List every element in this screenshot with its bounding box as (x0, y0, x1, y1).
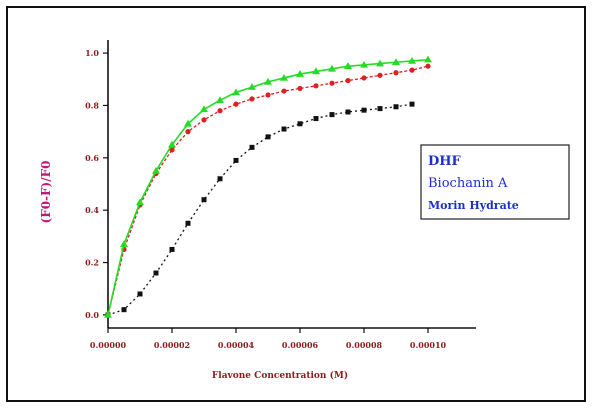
point-biochanin-a (233, 101, 239, 107)
point-biochanin-a (185, 129, 191, 135)
point-biochanin-a (329, 80, 335, 86)
point-dhf (185, 220, 191, 226)
point-morin-hydrate (136, 198, 144, 206)
point-dhf (313, 116, 319, 122)
point-dhf (345, 109, 351, 115)
point-morin-hydrate (344, 62, 352, 69)
x-tick-label: 0.00006 (282, 340, 319, 350)
series-line-morin-hydrate (107, 58, 429, 316)
point-morin-hydrate (232, 88, 240, 96)
point-biochanin-a (169, 147, 175, 153)
point-dhf (201, 197, 207, 203)
x-tick-label: 0.00010 (410, 340, 447, 350)
series-layer (104, 55, 432, 318)
y-tick-label: 1.0 (85, 48, 99, 58)
point-morin-hydrate (248, 83, 256, 90)
point-dhf (409, 101, 415, 107)
y-tick-label: 0.4 (85, 205, 99, 215)
point-morin-hydrate (104, 310, 112, 318)
y-axis-title: (F0-F)/F0 (39, 161, 53, 224)
point-biochanin-a (201, 117, 207, 123)
point-dhf (329, 112, 335, 118)
point-biochanin-a (377, 72, 383, 78)
point-morin-hydrate (360, 60, 368, 68)
x-tick-label: 0.00002 (154, 340, 190, 350)
point-morin-hydrate (392, 58, 400, 66)
point-dhf (137, 291, 143, 297)
y-tick-label: 0.8 (85, 100, 99, 110)
x-tick-label: 0.00004 (218, 340, 255, 350)
point-morin-hydrate (424, 55, 432, 63)
point-dhf (297, 121, 303, 127)
series-morin-hydrate (104, 55, 432, 318)
point-morin-hydrate (376, 59, 384, 67)
point-dhf (121, 307, 127, 313)
point-dhf (217, 176, 223, 182)
point-biochanin-a (281, 88, 287, 94)
x-tick-label: 0.00008 (346, 340, 383, 350)
point-morin-hydrate (296, 70, 304, 77)
x-axis-title: Flavone Concentration (M) (212, 370, 348, 381)
point-biochanin-a (345, 77, 351, 84)
point-biochanin-a (425, 63, 431, 69)
point-biochanin-a (297, 85, 303, 92)
point-morin-hydrate (200, 105, 208, 113)
point-dhf (281, 126, 287, 132)
point-biochanin-a (393, 70, 399, 76)
point-dhf (153, 270, 159, 276)
point-morin-hydrate (184, 119, 192, 127)
point-morin-hydrate (120, 240, 128, 248)
point-dhf (233, 157, 239, 163)
point-dhf (361, 107, 367, 113)
y-tick-label: 0.2 (85, 258, 99, 268)
point-morin-hydrate (152, 166, 160, 174)
point-dhf (377, 106, 383, 112)
y-tick-label: 0.6 (85, 153, 99, 163)
axes: 0.0 0.2 0.4 0.6 0.8 1.0 0.00000 0.00002 0.00004 0… (85, 40, 476, 350)
point-dhf (249, 144, 255, 150)
series-line-biochanin-a (107, 65, 429, 316)
point-morin-hydrate (312, 67, 320, 75)
legend-label-dhf: DHF (428, 154, 462, 169)
x-tick-label: 0.00000 (90, 340, 127, 350)
point-dhf (393, 104, 399, 110)
point-morin-hydrate (280, 73, 288, 81)
legend-label-biochanin-a: Biochanin A (428, 176, 508, 191)
series-dhf (105, 101, 415, 318)
point-biochanin-a (409, 67, 415, 73)
series-biochanin-a (105, 63, 431, 318)
legend-label-morin-hydrate: Morin Hydrate (428, 199, 519, 212)
point-morin-hydrate (328, 64, 336, 72)
point-biochanin-a (361, 75, 367, 81)
legend: DHF Biochanin A Morin Hydrate (420, 144, 570, 220)
legend-box (420, 144, 570, 220)
y-tick-label: 0.0 (85, 310, 99, 320)
series-line-dhf (107, 103, 413, 316)
point-morin-hydrate (168, 140, 176, 148)
point-biochanin-a (313, 83, 319, 89)
point-dhf (265, 134, 271, 140)
point-morin-hydrate (264, 77, 272, 85)
point-dhf (169, 246, 175, 252)
point-biochanin-a (217, 108, 223, 114)
point-biochanin-a (249, 96, 255, 102)
point-morin-hydrate (408, 56, 416, 64)
point-biochanin-a (265, 92, 271, 98)
point-morin-hydrate (216, 96, 224, 104)
